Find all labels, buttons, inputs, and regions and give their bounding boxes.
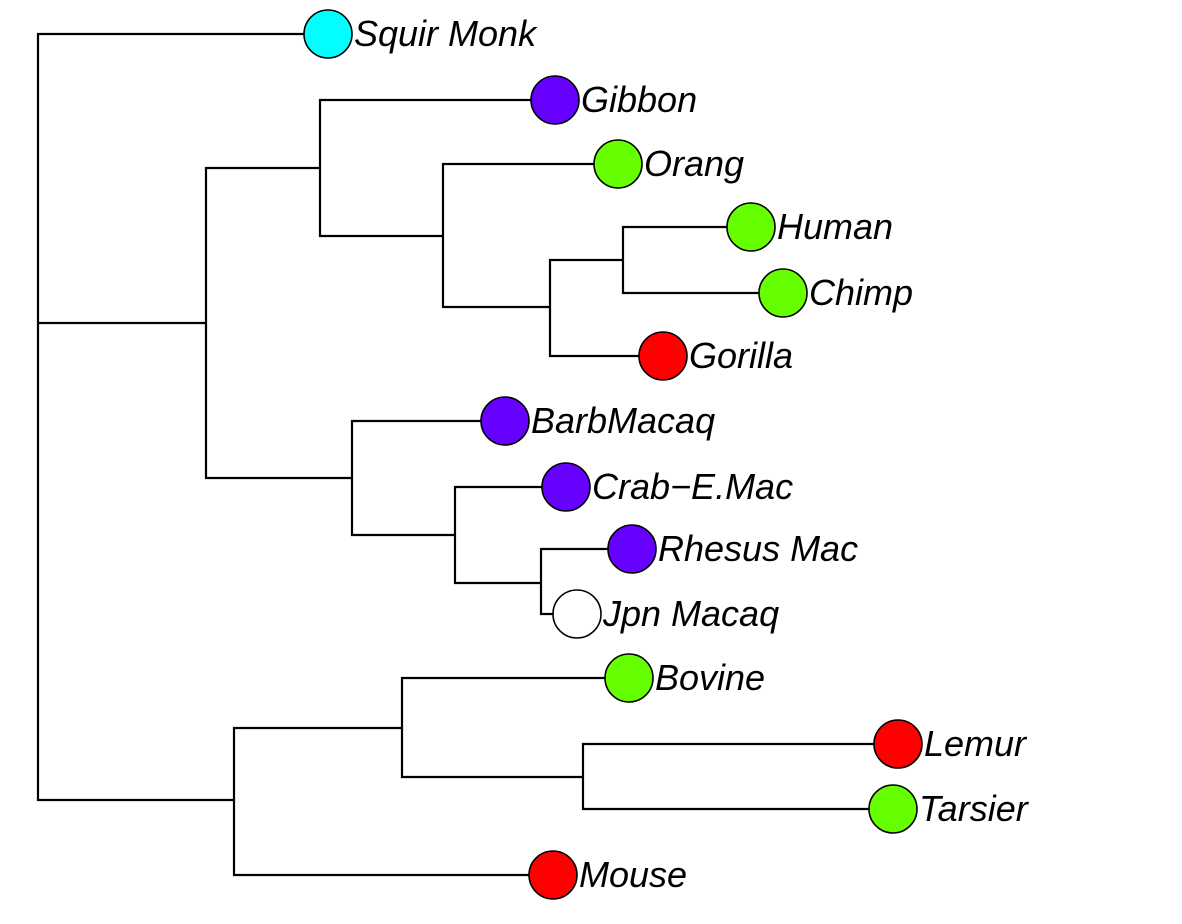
tip-marker-gibbon [530, 75, 580, 125]
tip-label-gibbon: Gibbon [581, 79, 697, 120]
branch-macaques-to-asian-macaques [350, 478, 455, 537]
tip-label-gorilla: Gorilla [689, 335, 793, 376]
branch-outgroup-to-bov-lem-tar [232, 726, 402, 800]
branch-bov-lem-tar-to-lemur-tarsier [400, 728, 583, 779]
tip-marker-barbmacaq [480, 396, 530, 446]
tip-label-squir-monk: Squir Monk [354, 13, 538, 54]
branch-macaques-to-barbmacaq [350, 419, 505, 478]
tip-marker-mouse [528, 850, 578, 900]
tip-marker-squir-monk [303, 9, 353, 59]
branch-asian-macaques-to-rhesus-jpn [453, 535, 541, 585]
branch-bov-lem-tar-to-bovine [400, 676, 629, 728]
branch-lemur-tarsier-to-tarsier [581, 777, 893, 811]
tip-label-orang: Orang [644, 143, 744, 184]
tip-marker-orang [593, 139, 643, 189]
tip-marker-jpn-macaq [552, 589, 602, 639]
branch-root-to-squir-monk [36, 32, 328, 323]
branch-great-apes-to-orang [441, 162, 618, 236]
tip-marker-rhesus-mac [607, 524, 657, 574]
tip-label-tarsier: Tarsier [919, 788, 1030, 829]
branch-apes-to-great-apes [318, 168, 443, 238]
branch-asian-macaques-to-crab [453, 485, 566, 535]
tip-marker-crab-e-mac [541, 462, 591, 512]
tip-label-jpn-macaq: Jpn Macaq [602, 593, 779, 634]
tree-branches [36, 32, 898, 877]
branch-ingroup-to-macaques [204, 323, 352, 480]
tip-label-rhesus-mac: Rhesus Mac [658, 528, 858, 569]
tip-marker-gorilla [638, 331, 688, 381]
branch-human-chimp-to-chimp [621, 260, 783, 295]
branch-african-apes-to-human-chimp [548, 258, 623, 307]
branch-great-apes-to-african-apes [441, 236, 550, 309]
branch-outgroup-to-mouse [232, 800, 553, 877]
branch-human-chimp-to-human [621, 225, 751, 260]
tip-label-bovine: Bovine [655, 657, 765, 698]
tip-label-crab-e-mac: Crab−E.Mac [592, 466, 793, 507]
tip-label-mouse: Mouse [579, 854, 687, 895]
branch-african-apes-to-gorilla [548, 307, 663, 358]
tip-label-barbmacaq: BarbMacaq [531, 400, 715, 441]
tip-label-chimp: Chimp [809, 272, 913, 313]
tip-marker-tarsier [868, 784, 918, 834]
tip-marker-chimp [758, 268, 808, 318]
branch-apes-to-gibbon [318, 98, 555, 168]
tip-marker-human [726, 202, 776, 252]
branch-lemur-tarsier-to-lemur [581, 742, 898, 777]
tree-tips: Squir Monk Gibbon Orang Human Chimp Gorilla Ba… [303, 9, 1030, 900]
tip-marker-bovine [604, 653, 654, 703]
branch-rhesus-jpn-to-rhesus [539, 547, 632, 583]
tip-marker-lemur [873, 719, 923, 769]
branch-root-to-outgroup [36, 323, 234, 802]
tip-label-lemur: Lemur [924, 723, 1028, 764]
branch-ingroup-to-apes [204, 166, 320, 323]
tip-label-human: Human [777, 206, 893, 247]
